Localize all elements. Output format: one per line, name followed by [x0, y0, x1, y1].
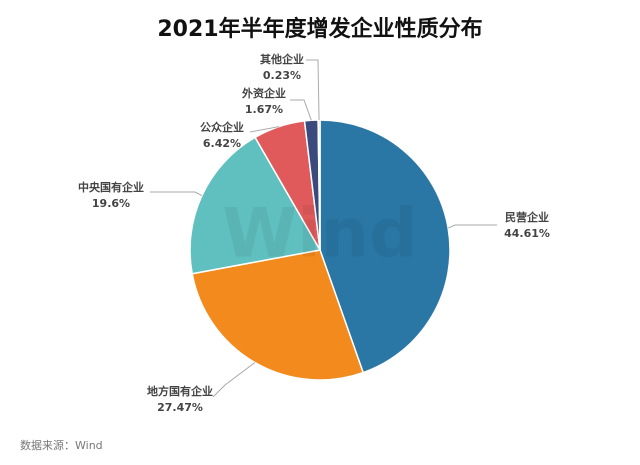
pie-slice: [317, 119, 321, 251]
value-label: 27.47%: [157, 401, 203, 414]
value-label: 0.23%: [263, 69, 301, 82]
value-label: 19.6%: [92, 197, 130, 210]
value-label: 6.42%: [203, 137, 241, 150]
leader-line: [212, 362, 256, 398]
watermark: Wind: [222, 195, 417, 274]
pie-slice: [191, 249, 365, 381]
legend-label: 公众企业: [200, 120, 244, 134]
leader-line: [150, 191, 203, 196]
value-label: 1.67%: [245, 103, 283, 116]
value-label: 44.61%: [504, 227, 550, 240]
leader-line: [447, 224, 497, 229]
source: 数据来源：Wind: [20, 438, 103, 452]
pie-slice: [319, 119, 451, 374]
leader-line: [306, 59, 320, 121]
legend-label: 其他企业: [260, 52, 304, 66]
pie-slice: [189, 136, 322, 275]
legend-label: 地方国有企业: [147, 384, 213, 398]
leader-line: [290, 99, 312, 121]
legend-label: 外资企业: [241, 86, 286, 100]
chart-title: 2021年半年度增发企业性质分布: [157, 16, 482, 42]
legend-label: 中央国有企业: [78, 180, 144, 194]
leader-line: [249, 126, 280, 133]
legend-label: 民营企业: [505, 210, 549, 224]
